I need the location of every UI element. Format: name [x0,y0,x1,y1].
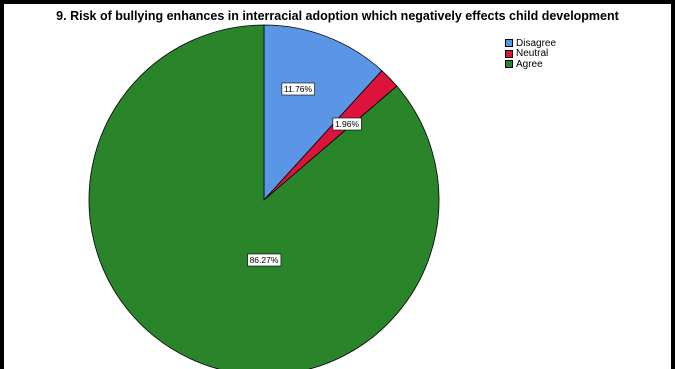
chart-legend: Disagree Neutral Agree [505,38,556,70]
legend-label-neutral: Neutral [516,48,549,60]
legend-item-disagree: Disagree [505,38,556,49]
legend-label-agree: Agree [516,58,543,70]
svg-text:1.96%: 1.96% [335,119,360,129]
legend-item-neutral: Neutral [505,48,556,60]
data-label-agree: 86.27% [247,253,282,267]
svg-text:86.27%: 86.27% [250,255,279,265]
pie-slice-agree [88,24,440,369]
legend-swatch-disagree [505,39,513,48]
data-label-disagree: 11.76% [281,82,315,96]
data-label-neutral: 1.96% [332,117,362,131]
legend-swatch-neutral [505,49,513,58]
chart-title: 9. Risk of bullying enhances in interrac… [56,9,619,23]
legend-label-disagree: Disagree [516,37,557,49]
svg-text:11.76%: 11.76% [284,84,313,94]
legend-item-agree: Agree [505,59,556,70]
pie-slice-disagree [263,24,383,202]
legend-swatch-agree [505,60,513,69]
